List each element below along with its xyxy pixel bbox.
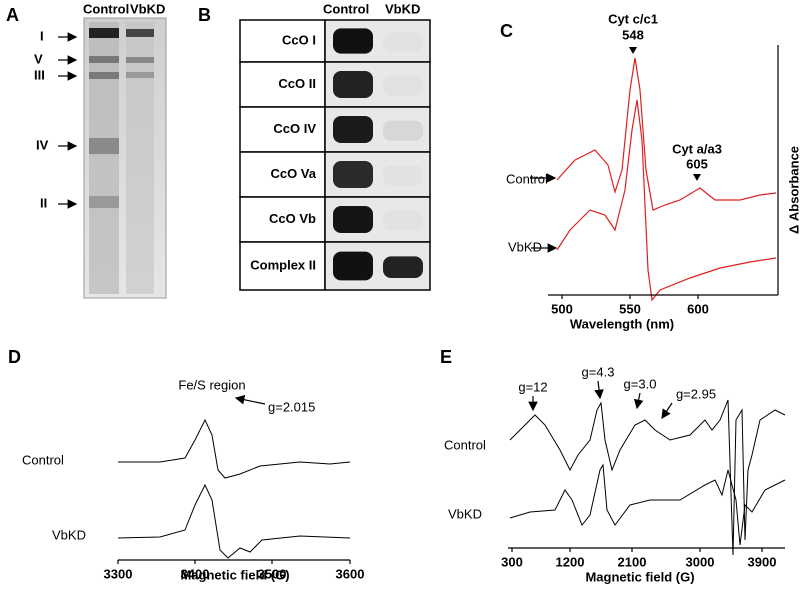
row-label: CcO IV (273, 121, 316, 136)
row-label-cell (239, 61, 326, 108)
panel-b: B Control VbKD CcO I CcO II CcO IV CcO Va Cc… (198, 1, 431, 291)
blot-band (333, 71, 373, 98)
spectrum (117, 483, 351, 559)
x-tick-label: 3000 (686, 554, 715, 569)
lane (126, 22, 154, 294)
x-tick-label: 3400 (181, 566, 210, 581)
blot-band (333, 251, 373, 281)
spectrum (509, 399, 786, 556)
x-tick-label: 300 (501, 554, 523, 569)
row-label: CcO II (278, 76, 316, 91)
x-tick-label: 3500 (258, 566, 287, 581)
band (89, 138, 119, 154)
band (89, 56, 119, 63)
band (126, 72, 154, 78)
arrow (633, 392, 644, 410)
band (89, 72, 119, 79)
annotation: g=12 (518, 379, 547, 394)
annotation: g=3.0 (624, 376, 657, 391)
peak-label: Cyt c/c1 (608, 11, 658, 26)
column-header: VbKD (130, 1, 165, 16)
panel-label: D (8, 347, 21, 367)
blot-band (333, 28, 373, 54)
x-tick-label: 3600 (336, 566, 365, 581)
x-tick-label: 3900 (748, 554, 777, 569)
marker (693, 174, 701, 181)
x-tick-label: 1200 (556, 554, 585, 569)
arrow (234, 395, 266, 405)
sample-label: VbKD (508, 239, 542, 254)
axis-label: Magnetic field (G) (585, 569, 694, 584)
lane (89, 22, 119, 294)
band-label: I (40, 28, 44, 43)
x-tick-label: 2100 (618, 554, 647, 569)
sample-label: VbKD (52, 527, 86, 542)
annotation: g=2.95 (676, 386, 716, 401)
spectrum (556, 57, 777, 211)
blot-band (333, 206, 373, 233)
band (126, 29, 154, 37)
blot-band (383, 165, 423, 186)
axis-label: Magnetic field (G) (180, 567, 289, 582)
column-header: Control (83, 1, 129, 16)
sample-label: Control (22, 452, 64, 467)
band (126, 57, 154, 63)
blot-band (383, 32, 423, 52)
sample-label: Control (444, 437, 486, 452)
blot-band (333, 161, 373, 188)
axis-label: Δ Absorbance (786, 146, 800, 234)
panel-label: C (500, 21, 513, 41)
column-header: Control (323, 1, 369, 16)
sample-label: VbKD (448, 506, 482, 521)
marker (629, 47, 637, 54)
band (89, 196, 119, 208)
x-tick-label: 500 (551, 301, 573, 316)
spectrum (118, 418, 351, 479)
panel-label: E (440, 347, 452, 367)
band-label: IV (36, 137, 49, 152)
row-label: CcO Vb (269, 211, 316, 226)
band (89, 28, 119, 38)
x-tick-label: 550 (619, 301, 641, 316)
spectrum (509, 463, 786, 546)
blot-band (383, 120, 423, 141)
panel-label: B (198, 5, 211, 25)
peak-label: 605 (686, 156, 708, 171)
row-label-cell (239, 106, 326, 153)
panel-c: C Cyt c/c1 548 Cyt a/a3 605 Control VbKD… (500, 11, 800, 331)
spectrum (556, 99, 777, 302)
arrow (594, 380, 604, 400)
band-label: III (34, 67, 45, 82)
blot-band (383, 256, 423, 278)
column-header: VbKD (385, 1, 420, 16)
x-tick-label: 3300 (104, 566, 133, 581)
panel-label: A (6, 5, 19, 25)
blot-band (383, 210, 423, 231)
x-tick-label: 600 (687, 301, 709, 316)
row-label: CcO I (282, 32, 316, 47)
row-label-cell (239, 241, 326, 291)
blot-band (383, 75, 423, 96)
peak-label: 548 (622, 27, 644, 42)
blot-band (333, 116, 373, 143)
band-label: II (40, 195, 47, 210)
row-label: Complex II (250, 257, 316, 272)
row-label-cell (239, 19, 326, 63)
arrow (661, 402, 673, 419)
subtitle: Fe/S region (178, 377, 245, 392)
annotation: g=4.3 (582, 364, 615, 379)
annotation: g=2.015 (268, 399, 315, 414)
axis-label: Wavelength (nm) (570, 316, 674, 331)
row-label: CcO Va (270, 166, 316, 181)
peak-label: Cyt a/a3 (672, 141, 722, 156)
band-label: V (34, 51, 43, 66)
panel-e: E g=12 g=4.3 g=3.0 g=2.95 Control VbKD Magn… (440, 347, 786, 584)
sample-label: Control (506, 171, 548, 186)
panel-d: D Fe/S region g=2.015 Control VbKD Magne… (8, 347, 364, 583)
